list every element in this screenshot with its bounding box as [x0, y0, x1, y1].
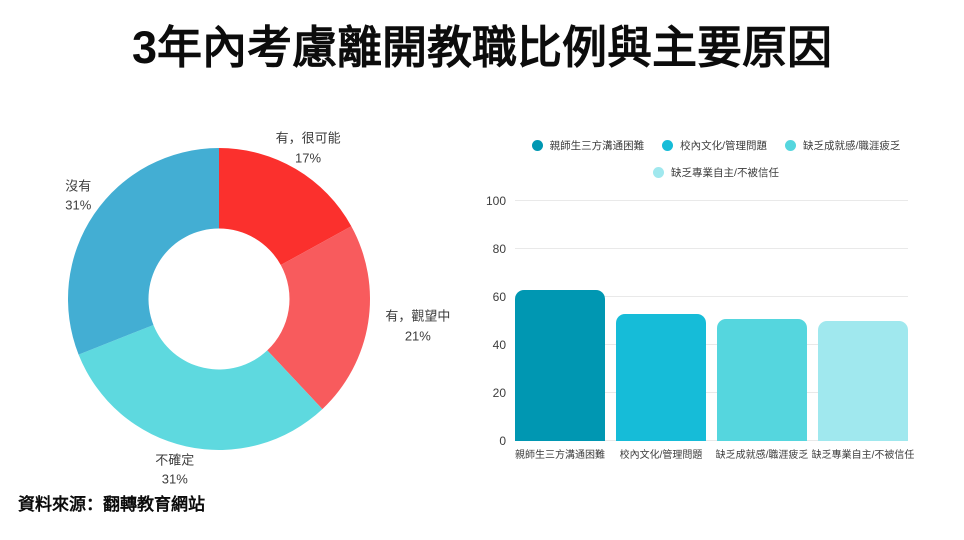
gridline-60 [515, 296, 908, 297]
legend-dot-icon-3 [653, 167, 665, 178]
y-axis: 0 20 40 60 80 100 [480, 194, 515, 448]
legend-label-2: 缺乏成就感/職涯疲乏 [803, 140, 901, 152]
y-tick-label-0: 0 [499, 434, 506, 448]
bars [515, 201, 908, 441]
bar-2 [717, 318, 807, 441]
legend-item-0: 親師生三方溝通困難 [531, 138, 645, 153]
page-title: 3年內考慮離開教職比例與主要原因 [131, 22, 833, 73]
x-axis-label-2: 缺乏成就感/職涯疲乏 [715, 450, 809, 461]
y-tick-label-20: 20 [492, 386, 506, 400]
bar-1 [616, 313, 706, 441]
donut-slice-1 [267, 226, 370, 410]
x-axis-label-3: 缺乏專業自主/不被信任 [811, 450, 915, 461]
donut-svg [67, 148, 370, 451]
legend-label-1: 校內文化/管理問題 [680, 140, 767, 152]
bar-chart-legend: 親師生三方溝通困難 校內文化/管理問題 缺乏成就感/職涯疲乏缺乏專業自主/不被信任 [496, 138, 936, 180]
legend-item-3: 缺乏專業自主/不被信任 [653, 165, 779, 180]
y-tick-label-40: 40 [492, 338, 506, 352]
legend-dot-icon-1 [662, 140, 674, 151]
gridline-0 [515, 440, 908, 441]
bar-plot [515, 200, 908, 441]
y-tick-label-100: 100 [485, 194, 506, 208]
gridline-100 [515, 200, 908, 201]
x-axis-label-0: 親師生三方溝通困難 [515, 450, 605, 461]
legend-dot-icon-2 [785, 140, 796, 151]
donut-slice-2 [78, 324, 323, 451]
legend-item-1: 校內文化/管理問題 [662, 138, 767, 153]
source-note: 資料來源：翻轉教育網站 [18, 495, 205, 514]
gridline-40 [515, 344, 908, 345]
y-tick-label-60: 60 [492, 290, 506, 304]
bar-chart: 親師生三方溝通困難 校內文化/管理問題 缺乏成就感/職涯疲乏 缺乏專業自主/不被信任 … [480, 132, 952, 472]
legend-item-2: 缺乏成就感/職涯疲乏 [785, 138, 900, 153]
donut-slice-0 [219, 148, 352, 266]
gridline-80 [515, 248, 908, 249]
donut-chart: 有，很可能 17% 有，觀望中 21% 不確定 31% 沒有 31% [20, 110, 472, 500]
legend-dot-icon-0 [531, 140, 543, 151]
donut-slice-3 [67, 148, 219, 355]
x-axis-label-1: 校內文化/管理問題 [619, 450, 703, 461]
legend-label-0: 親師生三方溝通困難 [549, 140, 645, 152]
bar-0 [515, 289, 605, 441]
bar-3 [818, 321, 908, 441]
bar-plot-area: 0 20 40 60 80 100 [480, 194, 952, 448]
y-tick-label-80: 80 [492, 242, 506, 256]
legend-label-3: 缺乏專業自主/不被信任 [671, 167, 779, 179]
x-axis-labels: 親師生三方溝通困難 校內文化/管理問題 缺乏成就感/職涯疲乏 缺乏專業自主/不被信任 [515, 446, 915, 461]
gridline-20 [515, 392, 908, 393]
